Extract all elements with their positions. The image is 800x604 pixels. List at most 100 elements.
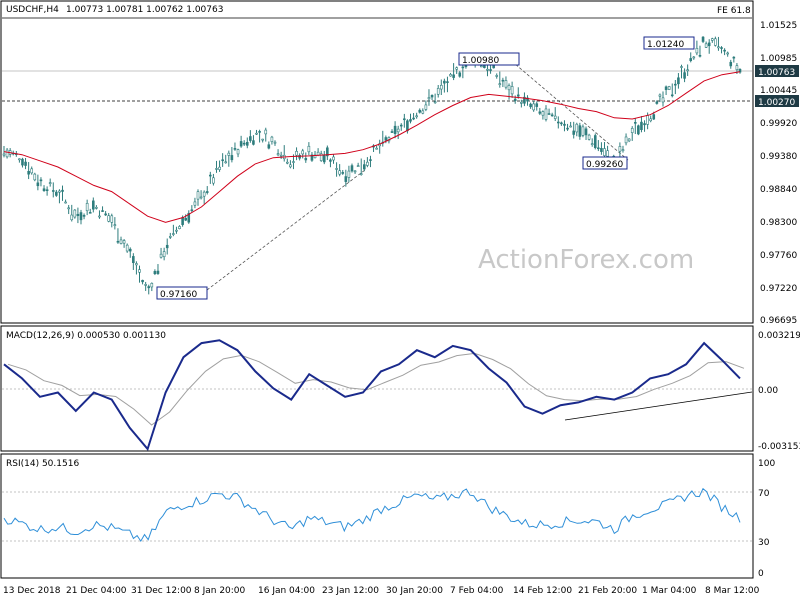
price-bar-body <box>640 121 643 131</box>
price-bar-body <box>646 115 649 125</box>
price-bar-body <box>707 42 711 47</box>
price-bar-body <box>504 80 508 88</box>
price-bar-body <box>322 154 326 163</box>
ohlc-label: 1.00773 1.00781 1.00762 1.00763 <box>66 5 223 15</box>
price-bar-body <box>581 126 585 136</box>
price-bar-body <box>267 144 271 149</box>
price-bar-body <box>384 137 388 141</box>
price-bar-body <box>575 123 579 133</box>
price-bar-body <box>430 95 434 98</box>
price-bar-body <box>212 177 215 184</box>
price-bar-body <box>27 170 30 175</box>
price-bar-body <box>587 134 591 140</box>
price-bar-body <box>627 138 631 142</box>
macd-line <box>3 339 741 452</box>
price-bar-body <box>412 117 415 120</box>
price-bar-body <box>181 217 184 225</box>
price-bar-body <box>347 170 351 178</box>
macd-panel-frame <box>0 325 754 452</box>
price-bar-body <box>461 66 465 69</box>
price-bar-body <box>409 119 412 122</box>
price-bar-body <box>128 248 132 252</box>
price-bar-body <box>436 88 440 95</box>
time-label-2: 31 Dec 12:00 <box>131 586 192 596</box>
last-price-tag: 1.00763 <box>755 65 799 78</box>
price-bar-body <box>162 251 166 258</box>
price-bar-body <box>439 84 443 90</box>
price-bar-body <box>110 215 114 223</box>
price-bar-body <box>51 190 55 192</box>
time-label-10: 1 Mar 04:00 <box>642 586 697 596</box>
price-bar-body <box>61 189 64 192</box>
price-bar-body <box>141 279 144 283</box>
price-bar-body <box>710 38 714 41</box>
price-bar-body <box>569 125 572 128</box>
price-bar-body <box>649 118 652 122</box>
price-bar-body <box>98 215 101 218</box>
price-bar-body <box>116 240 120 243</box>
price-bar-body <box>406 120 409 132</box>
price-bar-body <box>119 239 123 244</box>
price-bar-body <box>593 135 597 149</box>
price-bar-body <box>156 270 160 274</box>
price-bar-body <box>366 161 369 166</box>
price-bar-body <box>584 128 588 136</box>
price-tick-3: 0.99920 <box>760 119 797 129</box>
price-bar-body <box>2 153 6 156</box>
fe-label: FE 61.8 <box>717 6 751 16</box>
price-tick-6: 0.98300 <box>760 218 797 228</box>
price-bar-body <box>732 56 736 59</box>
main-panel-frame <box>0 0 754 324</box>
price-bar-body <box>316 151 320 156</box>
price-bar-body <box>566 127 569 130</box>
price-bar-body <box>326 147 329 157</box>
price-bar-body <box>168 236 172 238</box>
line-price-tag: 1.00270 <box>755 95 799 108</box>
macd-tick-zero: 0.00 <box>758 386 778 396</box>
price-bar-body <box>541 111 545 116</box>
price-bar-body <box>42 188 46 191</box>
price-bar-body <box>249 136 252 141</box>
price-tick-5: 0.98840 <box>760 185 797 195</box>
price-bar-body <box>95 207 98 209</box>
price-bar-body <box>495 75 499 77</box>
price-bar-body <box>630 128 634 133</box>
price-bar-body <box>421 110 425 114</box>
annotation-1-01240: 1.01240 <box>643 36 695 50</box>
price-bar-body <box>233 148 237 150</box>
price-bar-body <box>58 190 61 193</box>
price-bar-body <box>418 109 422 113</box>
price-bar-body <box>64 201 67 204</box>
price-bar-body <box>270 136 274 142</box>
price-bar-body <box>175 229 178 232</box>
price-bar-body <box>698 54 702 57</box>
price-bar-body <box>88 212 92 214</box>
price-bar-body <box>606 150 609 157</box>
price-bar-body <box>723 49 726 52</box>
price-bar-body <box>553 115 557 119</box>
price-tick-2: 1.00445 <box>760 86 797 96</box>
price-bar-body <box>449 74 452 77</box>
fib-projection-leg-1 <box>206 169 366 291</box>
price-bar-body <box>159 253 163 258</box>
price-bar-body <box>667 86 671 90</box>
price-bar-body <box>245 141 249 146</box>
price-bar-body <box>76 213 80 217</box>
price-bar-body <box>196 191 200 200</box>
price-bar-body <box>458 72 462 77</box>
rsi-tick-70: 70 <box>758 489 770 499</box>
rsi-panel-frame <box>0 453 754 579</box>
price-bar-body <box>735 65 739 70</box>
price-bar-body <box>686 69 689 72</box>
price-tick-1: 1.00985 <box>760 54 797 64</box>
price-bar-body <box>21 158 24 166</box>
price-bar-body <box>335 168 338 170</box>
price-bar-body <box>683 72 686 79</box>
price-bar-body <box>310 154 314 161</box>
price-bar-body <box>535 103 539 107</box>
price-bar-body <box>242 142 246 145</box>
price-bar-body <box>578 125 582 137</box>
price-bar-body <box>92 200 95 210</box>
price-bar-body <box>239 141 243 147</box>
